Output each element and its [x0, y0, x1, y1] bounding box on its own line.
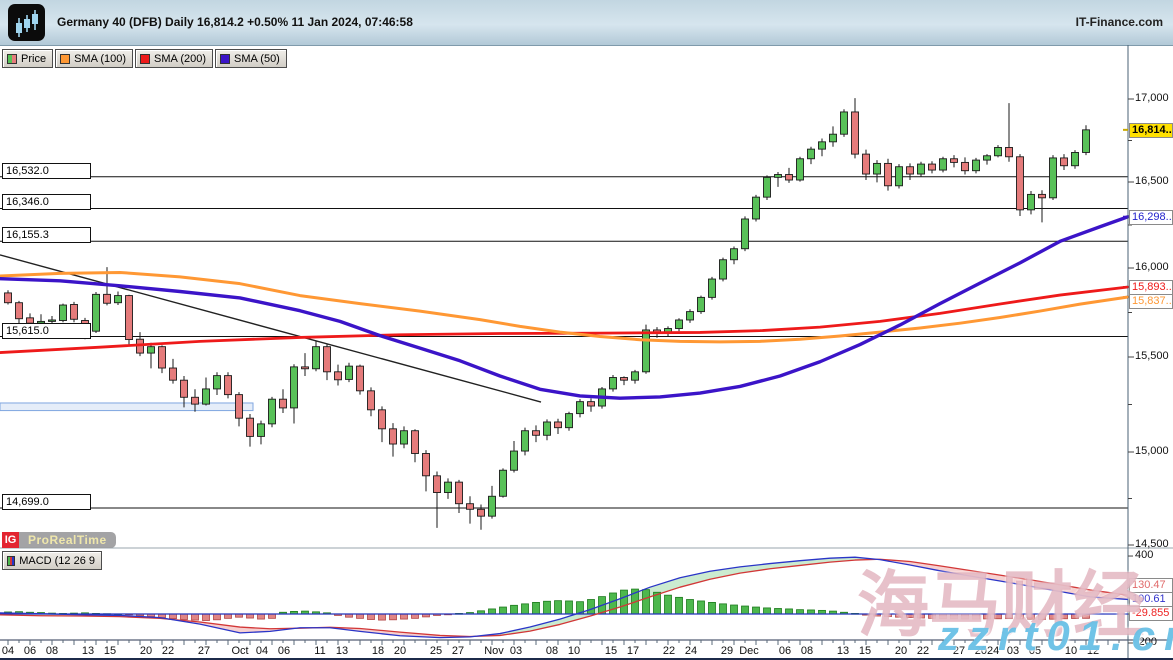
date-axis-label: 15	[858, 645, 872, 657]
chart-header: Germany 40 (DFB) Daily 16,814.2 +0.50% 1…	[0, 0, 1173, 46]
indicator-value-badge: 15,893..	[1129, 280, 1173, 296]
date-axis-label: 03	[509, 645, 523, 657]
date-axis-label: 03	[1006, 645, 1020, 657]
prorealtime-logo[interactable]: IG ProRealTime	[2, 532, 116, 548]
price-axis-label: 17,000	[1135, 92, 1169, 104]
date-axis-label: 17	[626, 645, 640, 657]
legend-chip-sma50[interactable]: SMA (50)	[215, 49, 287, 68]
date-axis-label: 06	[778, 645, 792, 657]
date-axis-label: 20	[393, 645, 407, 657]
date-axis-label: 13	[836, 645, 850, 657]
legend-chip-sma200[interactable]: SMA (200)	[135, 49, 213, 68]
indicator-value-badge: 16,298..	[1129, 209, 1173, 225]
macd-axis-label: 400	[1135, 549, 1154, 562]
date-axis-label: 04	[1, 645, 15, 657]
indicator-value-badge: 15,837..	[1129, 294, 1173, 310]
date-axis-label: 27	[197, 645, 211, 657]
date-axis-label: 06	[277, 645, 291, 657]
legend-chip-price-label: Price	[21, 52, 47, 65]
legend-chip-sma50-label: SMA (50)	[234, 52, 280, 65]
price-axis-label: 15,000	[1135, 445, 1169, 457]
price-axis-label: 16,000	[1135, 261, 1169, 273]
date-axis-label: 22	[161, 645, 175, 657]
legend-chip-sma200-label: SMA (200)	[154, 52, 206, 65]
date-axis-label: 20	[139, 645, 153, 657]
price-axis-label: 15,500	[1135, 350, 1169, 362]
date-axis-label: 27	[952, 645, 966, 657]
legend-chip-sma100-label: SMA (100)	[74, 52, 127, 65]
date-axis-label: 27	[451, 645, 465, 657]
date-axis-label: 12	[1086, 645, 1100, 657]
date-axis-label: 22	[662, 645, 676, 657]
instrument-title: Germany 40 (DFB) Daily 16,814.2 +0.50% 1…	[57, 15, 413, 29]
macd-value-badge: 130.47	[1129, 578, 1173, 594]
data-provider-label: IT-Finance.com	[1075, 15, 1163, 29]
date-axis-label: 25	[429, 645, 443, 657]
date-axis-label: 11	[314, 645, 326, 657]
date-axis-label: 04	[255, 645, 269, 657]
indicator-legend: Price SMA (100) SMA (200) SMA (50)	[2, 49, 287, 68]
macd-indicator-icon	[7, 555, 16, 566]
date-axis-label: 2024	[974, 645, 1000, 657]
date-axis-label: 22	[916, 645, 930, 657]
sma200-swatch-icon	[140, 53, 151, 64]
date-axis-label: Dec	[739, 645, 759, 657]
date-axis-label: 05	[1028, 645, 1042, 657]
date-axis-label: 08	[800, 645, 814, 657]
date-axis-label: Nov	[484, 645, 504, 657]
level-label-box[interactable]: 15,615.0	[2, 322, 91, 339]
macd-indicator-chip[interactable]: MACD (12 26 9	[2, 551, 102, 570]
level-label-box[interactable]: 16,532.0	[2, 162, 91, 179]
macd-value-badge: -29.855	[1129, 606, 1173, 622]
ig-logo: IG	[2, 532, 19, 548]
level-label-box[interactable]: 16,346.0	[2, 194, 91, 211]
date-axis-label: 20	[894, 645, 908, 657]
date-axis-label: 08	[545, 645, 559, 657]
date-axis-label: 06	[23, 645, 37, 657]
sma100-swatch-icon	[60, 53, 71, 64]
app-logo	[8, 4, 45, 41]
candlestick-logo-icon	[16, 10, 38, 37]
level-label-box[interactable]: 14,699.0	[2, 493, 91, 510]
macd-indicator-label: MACD (12 26 9	[19, 554, 95, 567]
date-axis-label: 08	[45, 645, 59, 657]
sma50-swatch-icon	[220, 53, 230, 64]
date-axis-label: 15	[103, 645, 117, 657]
date-axis-label: 10	[567, 645, 581, 657]
price-series-icon	[7, 53, 17, 64]
macd-axis-label: -200	[1135, 635, 1158, 648]
legend-chip-price[interactable]: Price	[2, 49, 54, 68]
last-price-badge: 16,814..	[1129, 122, 1173, 138]
level-label-box[interactable]: 16,155.3	[2, 227, 91, 244]
legend-chip-sma100[interactable]: SMA (100)	[55, 49, 134, 68]
price-axis-label: 14,500	[1135, 538, 1169, 550]
date-axis-label: 24	[684, 645, 698, 657]
prorealtime-label: ProRealTime	[19, 532, 116, 548]
date-axis-label: 10	[1064, 645, 1078, 657]
macd-value-badge: 100.61	[1129, 592, 1173, 608]
date-axis-label: 18	[371, 645, 385, 657]
date-axis-label: 15	[604, 645, 618, 657]
date-axis-label: Oct	[231, 645, 249, 657]
date-axis-label: 13	[81, 645, 95, 657]
price-axis-label: 16,500	[1135, 175, 1169, 187]
date-axis-label: 13	[335, 645, 349, 657]
date-axis-label: 29	[720, 645, 734, 657]
